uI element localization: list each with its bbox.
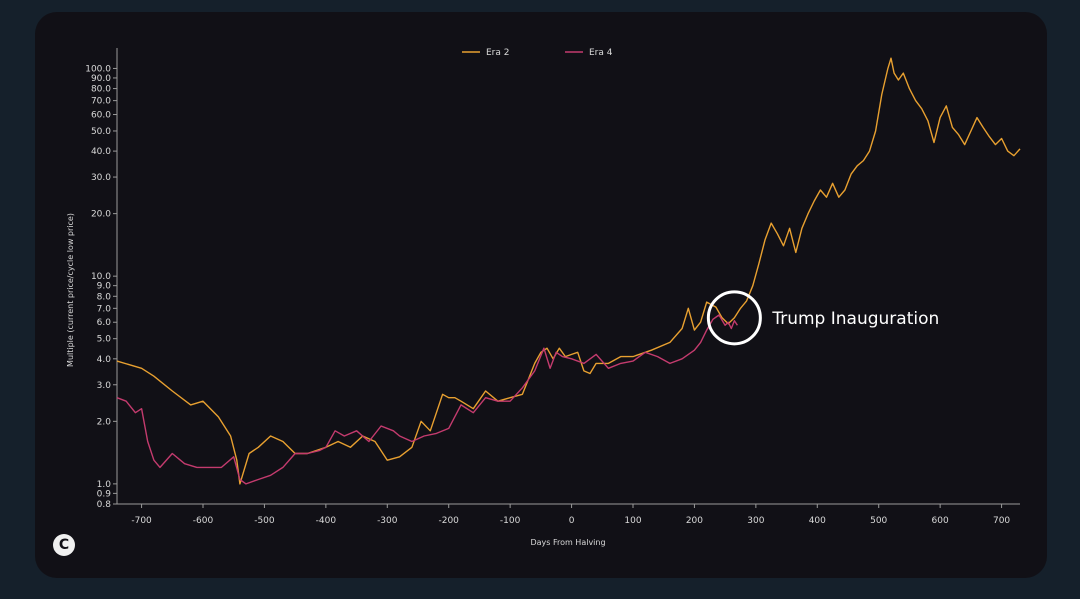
y-tick-label: 5.0 bbox=[97, 335, 112, 345]
x-tick-label: 200 bbox=[686, 516, 703, 526]
y-tick-label: 80.0 bbox=[91, 85, 111, 95]
x-tick-label: -300 bbox=[377, 516, 398, 526]
x-tick-label: 400 bbox=[809, 516, 826, 526]
y-tick-label: 8.0 bbox=[97, 292, 112, 302]
y-tick-label: 50.0 bbox=[91, 127, 111, 137]
brand-logo: C bbox=[53, 534, 75, 556]
legend-label: Era 2 bbox=[486, 48, 510, 58]
y-tick-label: 6.0 bbox=[97, 318, 112, 328]
chart-card: Era 2 Era 4 0.8 0.9 1.0 2.0 3.0 4.0 5.0 6.0 7.0 8.… bbox=[35, 12, 1047, 578]
chart: Era 2 Era 4 0.80.91.0 2.0 3.0 4.0 5.0 6.0 7.0 8.… bbox=[66, 48, 1021, 547]
y-tick-label: 30.0 bbox=[91, 173, 111, 183]
y-tick-label: 0.9 bbox=[97, 489, 112, 499]
x-axis-title: Days From Halving bbox=[530, 538, 605, 547]
y-axis: 0.80.91.0 2.0 3.0 4.0 5.0 6.0 7.0 8.09.010.0 20.… bbox=[85, 48, 118, 510]
series-line-era-4 bbox=[116, 314, 738, 485]
y-tick-label: 1.0 bbox=[97, 480, 112, 490]
y-tick-label: 60.0 bbox=[91, 111, 111, 121]
legend: Era 2 Era 4 bbox=[462, 48, 613, 58]
y-tick-label: 4.0 bbox=[97, 355, 112, 365]
x-tick-label: -100 bbox=[500, 516, 521, 526]
y-tick-label: 40.0 bbox=[91, 147, 111, 157]
x-tick-label: 600 bbox=[932, 516, 949, 526]
y-tick-label: 100.0 bbox=[85, 64, 111, 74]
series-line-era-2 bbox=[116, 57, 1021, 485]
annotation-circle bbox=[706, 290, 762, 346]
y-tick-label: 3.0 bbox=[97, 381, 112, 391]
y-tick-label: 20.0 bbox=[91, 210, 111, 220]
x-tick-label: -700 bbox=[131, 516, 152, 526]
x-tick-label: 0 bbox=[569, 516, 575, 526]
y-tick-label: 0.8 bbox=[97, 500, 112, 510]
x-tick-label: 500 bbox=[870, 516, 887, 526]
x-tick-label: 700 bbox=[993, 516, 1010, 526]
y-tick-label: 70.0 bbox=[91, 97, 111, 107]
x-tick-label: 300 bbox=[747, 516, 764, 526]
x-tick-label: 100 bbox=[624, 516, 641, 526]
x-tick-label: -200 bbox=[438, 516, 459, 526]
y-tick-label: 9.0 bbox=[97, 282, 112, 292]
x-axis: -700 -600 -500 -400 -300 -200 -100 0 100 200 300 40… bbox=[117, 503, 1020, 526]
y-tick-label: 90.0 bbox=[91, 74, 111, 84]
annotation-layer: Trump Inauguration bbox=[706, 290, 939, 346]
y-axis-title: Multiple (current price/cycle low price) bbox=[66, 213, 75, 367]
annotation-label: Trump Inauguration bbox=[771, 309, 939, 329]
x-tick-label: -500 bbox=[254, 516, 275, 526]
y-tick-label: 10.0 bbox=[91, 272, 111, 282]
legend-label: Era 4 bbox=[589, 48, 613, 58]
x-tick-label: -600 bbox=[193, 516, 214, 526]
series-layer bbox=[116, 57, 1021, 485]
y-tick-label: 2.0 bbox=[97, 417, 112, 427]
x-tick-label: -400 bbox=[316, 516, 337, 526]
y-tick-label: 7.0 bbox=[97, 304, 112, 314]
